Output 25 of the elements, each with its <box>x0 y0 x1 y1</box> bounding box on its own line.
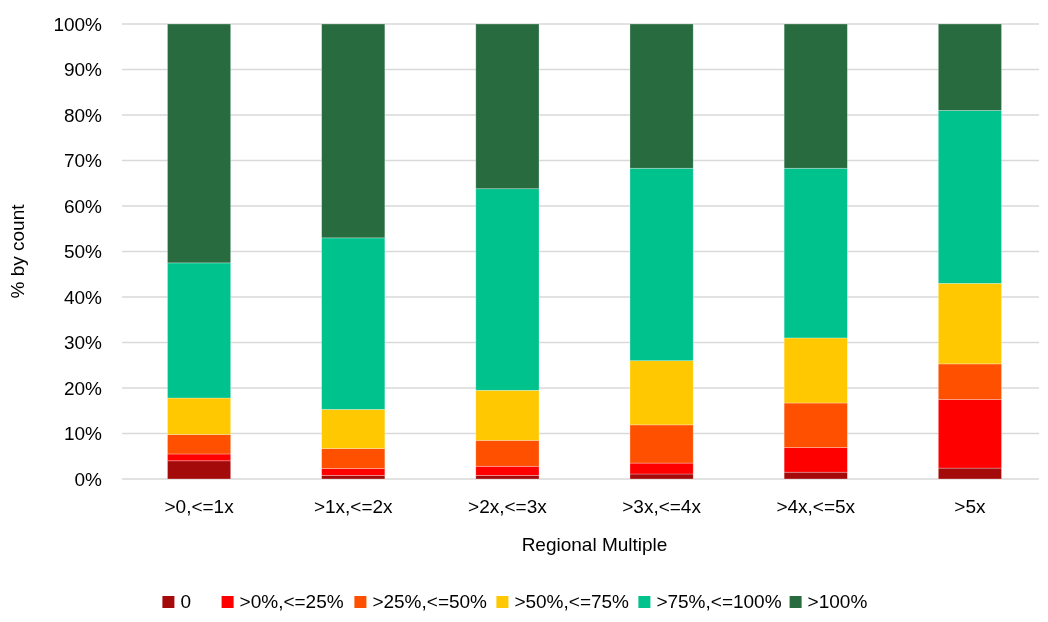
y-tick-label: 40% <box>63 286 103 308</box>
y-tick-label: 90% <box>63 59 103 81</box>
x-tick-label: >4x,<=5x <box>776 496 856 517</box>
legend-label: >25%,<=50% <box>372 591 488 612</box>
y-tick-label: 80% <box>63 104 103 126</box>
x-axis-title: Regional Multiple <box>521 534 668 555</box>
y-tick-label: 30% <box>63 332 103 354</box>
y-tick-label: 70% <box>63 150 103 172</box>
legend-label: >50%,<=75% <box>514 591 630 612</box>
legend-label: 0 <box>180 591 191 612</box>
y-tick-label: 50% <box>63 241 103 263</box>
x-tick-label: >3x,<=4x <box>622 496 702 517</box>
y-axis-title: % by count <box>7 203 28 299</box>
legend-label: >100% <box>807 591 868 612</box>
legend-label: >75%,<=100% <box>656 591 782 612</box>
y-tick-label: 100% <box>53 13 103 35</box>
x-tick-label: >5x <box>954 496 986 517</box>
legend-label: >0%,<=25% <box>239 591 344 612</box>
y-tick-label: 0% <box>74 468 103 490</box>
y-tick-label: 60% <box>63 195 103 217</box>
y-tick-label: 20% <box>63 377 103 399</box>
x-tick-label: >1x,<=2x <box>313 496 394 517</box>
x-tick-label: >2x,<=3x <box>468 496 548 517</box>
y-tick-label: 10% <box>63 423 103 445</box>
x-tick-label: >0,<=1x <box>164 496 235 517</box>
